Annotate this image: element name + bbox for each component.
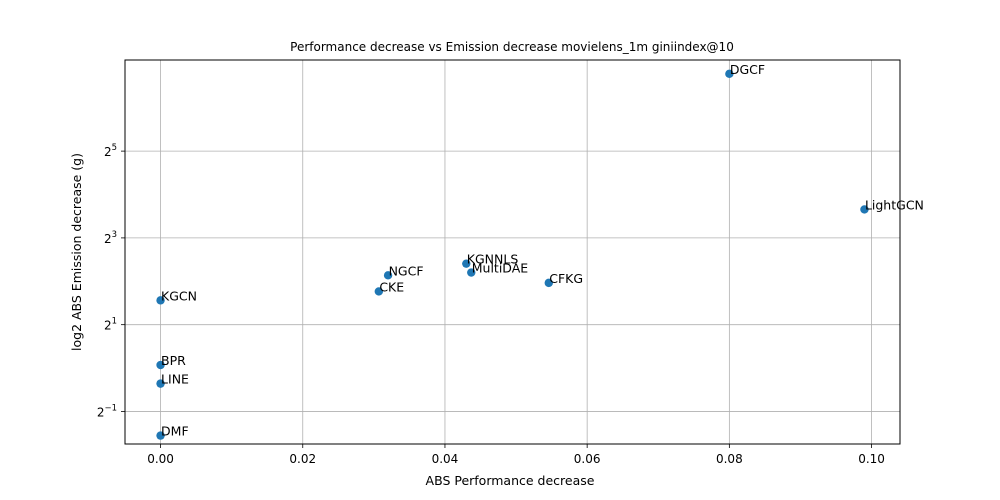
data-point: [725, 69, 734, 79]
point-label: LightGCN: [865, 197, 924, 212]
data-point: [374, 287, 384, 296]
point-label: DGCF: [730, 62, 765, 77]
point-label: KGCN: [161, 288, 197, 303]
x-tick-label: 0.06: [574, 452, 601, 466]
x-tick-label: 0.10: [858, 452, 885, 466]
point-label: CFKG: [549, 271, 583, 286]
point-label: NGCF: [389, 263, 424, 278]
data-point: [156, 431, 165, 440]
data-point: [383, 271, 393, 280]
y-tick-label: 2−1: [97, 403, 117, 419]
point-label: MultiDAE: [472, 261, 529, 276]
data-point: [156, 360, 165, 370]
data-point: [156, 379, 165, 388]
x-tick-label: 0.00: [147, 452, 174, 466]
y-tick-label: 23: [104, 230, 117, 246]
grid-lines: [125, 60, 900, 444]
y-axis-label: log2 ABS Emission decrease (g): [69, 153, 84, 351]
y-tick-label: 25: [104, 143, 117, 159]
y-tick-label: 21: [104, 317, 117, 333]
data-point: [860, 205, 869, 214]
point-label: BPR: [161, 353, 186, 368]
chart-title: Performance decrease vs Emission decreas…: [290, 40, 734, 54]
data-point: [544, 278, 553, 288]
x-tick-label: 0.08: [716, 452, 743, 466]
point-label: DMF: [161, 424, 189, 439]
x-tick-label: 0.04: [432, 452, 459, 466]
y-ticks: 2−1 21 23 25: [97, 143, 125, 419]
plot-frame: [124, 59, 901, 445]
x-tick-label: 0.02: [289, 452, 316, 466]
point-label: LINE: [161, 372, 189, 387]
data-point: [156, 296, 165, 305]
data-point: [462, 259, 471, 268]
x-ticks: 0.00 0.02 0.04 0.06 0.08 0.10: [147, 444, 885, 466]
point-label: CKE: [379, 279, 404, 294]
data-point: [467, 268, 476, 277]
x-axis-label: ABS Performance decrease: [426, 473, 595, 488]
point-label: KGNNLS: [467, 252, 519, 267]
